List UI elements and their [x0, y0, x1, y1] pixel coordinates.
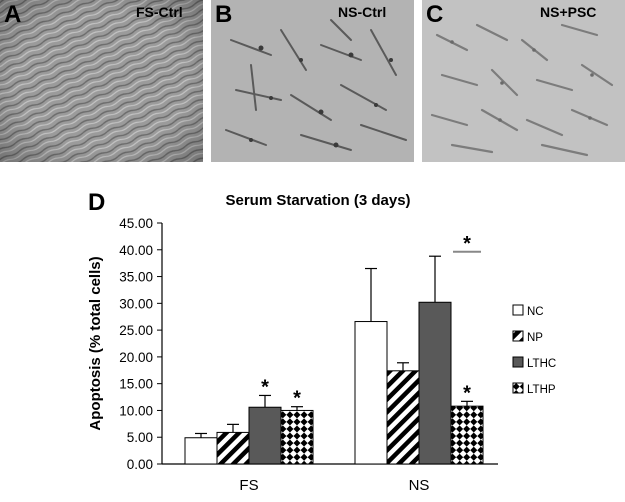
bar-fs-nc: [184, 437, 218, 465]
apoptosis-chart: D Serum Starvation (3 days) Apoptosis (% t…: [0, 185, 625, 497]
bar-ns-lthp: [450, 405, 484, 465]
legend-swatch-nc: [512, 304, 524, 316]
legend-swatch-lthp: [512, 382, 524, 394]
significance-star: *: [463, 233, 471, 255]
panel-caption-b: NS-Ctrl: [338, 4, 387, 20]
panel-letter-b: B: [215, 1, 233, 28]
y-tick-label: 20.00: [119, 350, 153, 365]
y-tick-label: 30.00: [119, 296, 153, 311]
micrograph-ns-psc-image: [422, 0, 625, 162]
panel-letter-a: A: [4, 1, 22, 28]
y-tick-label: 10.00: [119, 403, 153, 418]
significance-star: *: [261, 376, 269, 398]
panel-letter-d: D: [88, 189, 105, 216]
y-tick-label: 15.00: [119, 377, 153, 392]
y-tick-label: 0.00: [127, 457, 153, 472]
legend-label-nc: NC: [527, 306, 544, 318]
micrograph-ns-ctrl-image: [211, 0, 414, 162]
y-tick-label: 5.00: [127, 430, 153, 445]
significance-star: *: [463, 382, 471, 404]
panel-caption-c: NS+PSC: [540, 4, 597, 20]
legend-label-np: NP: [527, 332, 543, 344]
y-tick-label: 40.00: [119, 243, 153, 258]
y-axis-label: Apoptosis (% total cells): [87, 256, 104, 430]
legend-swatch-lthc: [512, 356, 524, 368]
y-tick-label: 45.00: [119, 216, 153, 231]
bar-ns-np: [386, 370, 420, 465]
bar-ns-lthc: [418, 301, 452, 465]
y-tick-label: 35.00: [119, 270, 153, 285]
apoptosis-chart-svg: D Serum Starvation (3 days) Apoptosis (% t…: [87, 189, 556, 494]
legend-label-lthp: LTHP: [527, 384, 556, 396]
chart-title: Serum Starvation (3 days): [225, 192, 410, 209]
micrograph-ns-ctrl: B NS-Ctrl: [211, 0, 414, 162]
bar-fs-np: [216, 431, 250, 465]
bar-fs-lthp: [280, 409, 314, 465]
micrograph-fs-ctrl-image: [0, 0, 203, 162]
micrograph-ns-psc: C NS+PSC: [422, 0, 625, 162]
legend-label-lthc: LTHC: [527, 358, 556, 370]
x-tick-label-fs: FS: [239, 477, 258, 494]
x-tick-label-ns: NS: [409, 477, 430, 494]
significance-star: *: [293, 388, 301, 410]
micrograph-fs-ctrl: A FS-Ctrl: [0, 0, 203, 162]
bar-fs-lthc: [248, 406, 282, 465]
panel-caption-a: FS-Ctrl: [136, 4, 183, 20]
legend-swatch-np: [512, 330, 524, 342]
y-tick-label: 25.00: [119, 323, 153, 338]
panel-letter-c: C: [426, 1, 444, 28]
bar-ns-nc: [354, 321, 388, 465]
